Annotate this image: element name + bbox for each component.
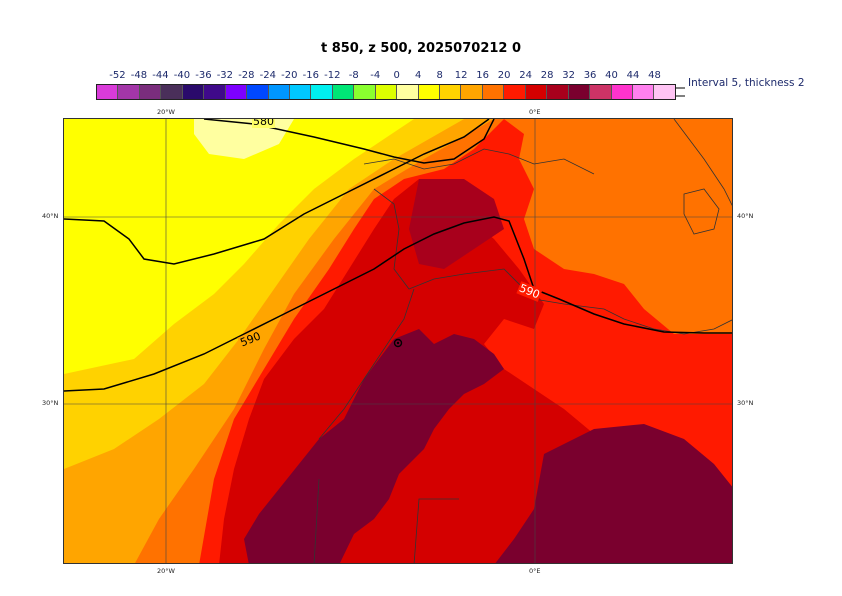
- legend-label: 24: [519, 70, 532, 81]
- legend-swatch: [504, 85, 526, 99]
- legend-label: 32: [562, 70, 575, 81]
- legend-label: 12: [454, 70, 468, 81]
- legend-label: 28: [540, 70, 554, 81]
- legend-swatch: [440, 85, 462, 99]
- legend-label: -4: [370, 70, 381, 81]
- band-4-8-light: [194, 119, 294, 159]
- legend-label: -20: [281, 70, 298, 81]
- legend-label: 48: [648, 70, 661, 81]
- band-32-36-main: [244, 329, 504, 563]
- legend-swatch: [268, 85, 290, 99]
- legend-swatch: [204, 85, 226, 99]
- legend-label: -32: [216, 70, 234, 81]
- legend-label: -52: [109, 70, 126, 81]
- legend-swatch: [525, 85, 548, 99]
- legend-label: -16: [302, 70, 319, 81]
- legend-swatch: [354, 85, 376, 99]
- legend-swatch: [397, 85, 419, 99]
- legend-label: 20: [497, 70, 511, 81]
- lat-label-30n-right: 30°N: [737, 399, 754, 407]
- lon-label-0e-top: 0°E: [529, 108, 541, 116]
- legend-label: 4: [415, 70, 422, 81]
- legend-label: -36: [195, 70, 212, 81]
- legend-swatch: [375, 85, 398, 99]
- legend-swatch: [289, 85, 312, 99]
- legend-swatch: [568, 85, 591, 99]
- legend-label: -40: [173, 70, 191, 81]
- legend-label: 0: [393, 70, 400, 81]
- legend-swatch: [418, 85, 440, 99]
- lon-label-20w-bottom: 20°W: [157, 567, 175, 575]
- legend-label: -44: [152, 70, 169, 81]
- legend-label: 36: [583, 70, 597, 81]
- legend-swatch: [461, 85, 483, 99]
- station-marker: [393, 338, 403, 348]
- map-panel: 580 590 590: [63, 118, 733, 564]
- legend-swatch: [311, 85, 333, 99]
- legend-label: -48: [130, 70, 148, 81]
- legend-swatch: [225, 85, 248, 99]
- band-32-36-north: [409, 179, 504, 269]
- legend-swatch: [632, 85, 655, 99]
- lat-label-30n-left: 30°N: [42, 399, 59, 407]
- graticule: [64, 119, 732, 563]
- legend-label: -28: [238, 70, 255, 81]
- legend-swatch: [547, 85, 569, 99]
- legend-swatch: [332, 85, 355, 99]
- legend-label: -12: [324, 70, 341, 81]
- color-legend: [96, 84, 676, 100]
- temperature-map: [64, 119, 732, 563]
- band-32-36-east: [495, 424, 732, 563]
- legend-swatch: [97, 85, 119, 99]
- legend-label: 44: [626, 70, 640, 81]
- coastlines: [313, 119, 732, 563]
- legend-labels: -52 -48 -44 -40 -36 -32 -28 -24 -20 -16 -12 -8 -4 0 4 8…: [86, 70, 686, 84]
- lon-label-0e-bottom: 0°E: [529, 567, 541, 575]
- legend-swatch: [182, 85, 205, 99]
- legend-swatch: [247, 85, 269, 99]
- legend-swatch: [118, 85, 140, 99]
- legend-note: Interval 5, thickness 2: [688, 77, 805, 89]
- contour-590: [64, 216, 732, 392]
- lat-label-40n-right: 40°N: [737, 212, 754, 220]
- legend-label: 8: [436, 70, 443, 81]
- legend-swatch: [139, 85, 162, 99]
- legend-label: -24: [259, 70, 277, 81]
- legend-end-tick: [676, 87, 685, 97]
- legend-swatch: [654, 85, 675, 99]
- legend-label: 40: [605, 70, 618, 81]
- lat-label-40n-left: 40°N: [42, 212, 59, 220]
- legend-swatch: [611, 85, 633, 99]
- chart-title: t 850, z 500, 2025070212 0: [320, 41, 522, 56]
- legend-swatch: [482, 85, 505, 99]
- z500-contours: [64, 119, 732, 392]
- legend-swatch: [161, 85, 183, 99]
- legend-label: 16: [476, 70, 490, 81]
- contour-580: [203, 119, 495, 164]
- contour-label-580: 580: [252, 119, 275, 128]
- legend-swatch: [590, 85, 612, 99]
- contour-580-west: [64, 119, 490, 265]
- lon-label-20w-top: 20°W: [157, 108, 175, 116]
- legend-label: -8: [348, 70, 359, 81]
